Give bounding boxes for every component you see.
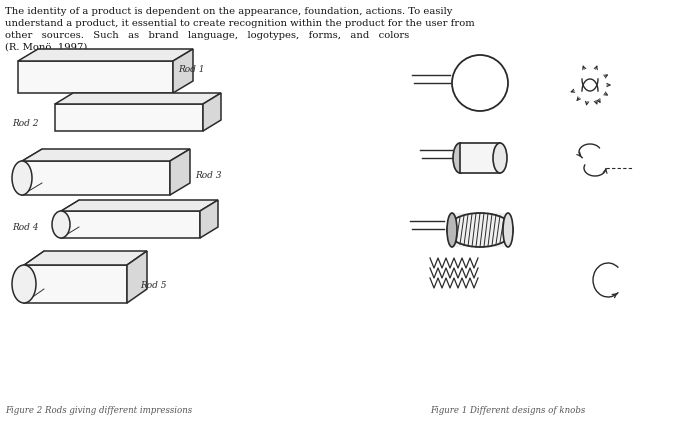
- Polygon shape: [55, 93, 221, 104]
- Ellipse shape: [52, 211, 70, 238]
- Ellipse shape: [447, 213, 457, 247]
- Polygon shape: [55, 104, 203, 131]
- Polygon shape: [18, 61, 173, 93]
- Ellipse shape: [503, 213, 513, 247]
- Text: Rod 1: Rod 1: [178, 64, 205, 74]
- Text: Rod 4: Rod 4: [12, 222, 39, 231]
- Polygon shape: [22, 149, 190, 161]
- Text: Rod 2: Rod 2: [12, 118, 39, 127]
- Polygon shape: [61, 200, 218, 211]
- Polygon shape: [170, 149, 190, 195]
- Text: Figure 2 Rods giving different impressions: Figure 2 Rods giving different impressio…: [5, 406, 192, 415]
- Polygon shape: [200, 200, 218, 238]
- Text: The identity of a product is dependent on the appearance, foundation, actions. T: The identity of a product is dependent o…: [5, 7, 452, 16]
- Polygon shape: [22, 161, 170, 195]
- Ellipse shape: [12, 265, 36, 303]
- Polygon shape: [173, 49, 193, 93]
- Text: Figure 1 Different designs of knobs: Figure 1 Different designs of knobs: [430, 406, 585, 415]
- Polygon shape: [18, 49, 193, 61]
- Polygon shape: [24, 265, 127, 303]
- Ellipse shape: [12, 161, 32, 195]
- Ellipse shape: [453, 143, 467, 173]
- Text: Rod 5: Rod 5: [140, 280, 167, 289]
- Text: (R. Monö, 1997): (R. Monö, 1997): [5, 43, 87, 52]
- Text: other   sources.   Such   as   brand   language,   logotypes,   forms,   and   c: other sources. Such as brand language, l…: [5, 31, 410, 40]
- Text: Rod 3: Rod 3: [195, 170, 222, 179]
- Polygon shape: [203, 93, 221, 131]
- Text: understand a product, it essential to create recognition within the product for : understand a product, it essential to cr…: [5, 19, 475, 28]
- Polygon shape: [24, 251, 147, 265]
- Polygon shape: [127, 251, 147, 303]
- Ellipse shape: [493, 143, 507, 173]
- Polygon shape: [460, 143, 500, 173]
- Polygon shape: [61, 211, 200, 238]
- Polygon shape: [452, 213, 508, 247]
